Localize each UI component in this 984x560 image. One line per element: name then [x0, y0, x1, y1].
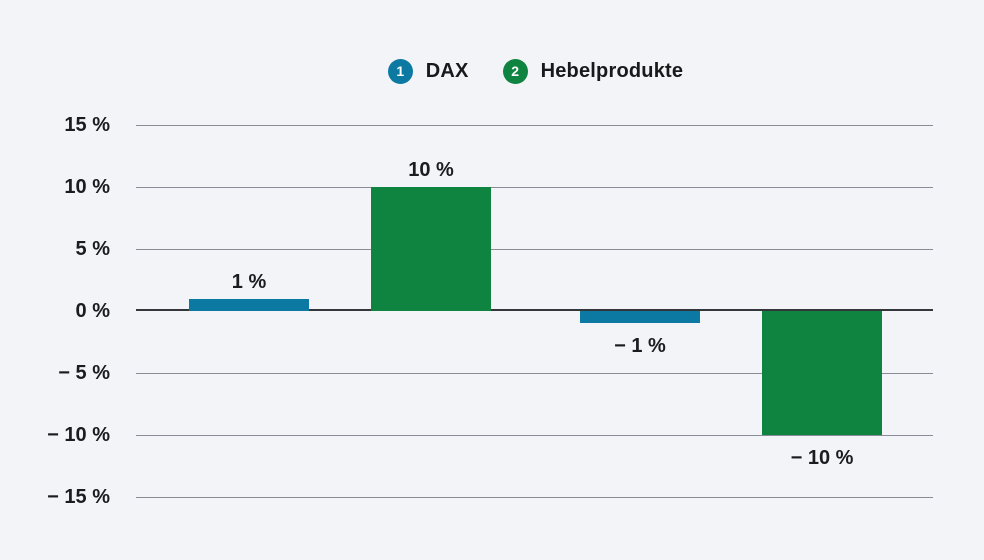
legend-marker-1-icon: 1 [387, 58, 413, 84]
y-axis-tick-label: − 5 % [58, 362, 110, 384]
gridline [136, 187, 933, 188]
chart-legend: 1 DAX 2 Hebelprodukte [138, 58, 933, 84]
bar-value-label: − 1 % [614, 335, 666, 358]
gridline [136, 125, 933, 126]
legend-label-dax: DAX [425, 59, 469, 82]
bar-dax[interactable] [189, 298, 309, 311]
y-axis-tick-label: − 15 % [47, 486, 110, 508]
legend-marker-2-icon: 2 [502, 58, 528, 84]
bar-dax[interactable] [580, 311, 700, 324]
gridline [136, 249, 933, 250]
gridline [136, 435, 933, 436]
y-axis-tick-label: 0 % [75, 300, 110, 322]
bar-hebelprodukte[interactable] [762, 311, 882, 435]
bar-value-label: 1 % [231, 270, 267, 293]
legend-item-hebelprodukte[interactable]: 2 Hebelprodukte [502, 58, 684, 84]
y-axis-tick-label: 5 % [75, 238, 110, 260]
bar-hebelprodukte[interactable] [371, 187, 491, 311]
bar-value-label: 10 % [408, 159, 454, 181]
bar-value-label: − 10 % [790, 447, 854, 469]
y-axis-tick-label: 10 % [64, 176, 110, 198]
legend-item-dax[interactable]: 1 DAX [387, 58, 469, 84]
gridline [136, 497, 933, 498]
zero-axis-line [136, 309, 933, 311]
y-axis-tick-label: − 10 % [47, 424, 110, 446]
y-axis-tick-label: 15 % [64, 114, 110, 136]
gridline [136, 373, 933, 374]
legend-label-hebelprodukte: Hebelprodukte [540, 59, 684, 82]
